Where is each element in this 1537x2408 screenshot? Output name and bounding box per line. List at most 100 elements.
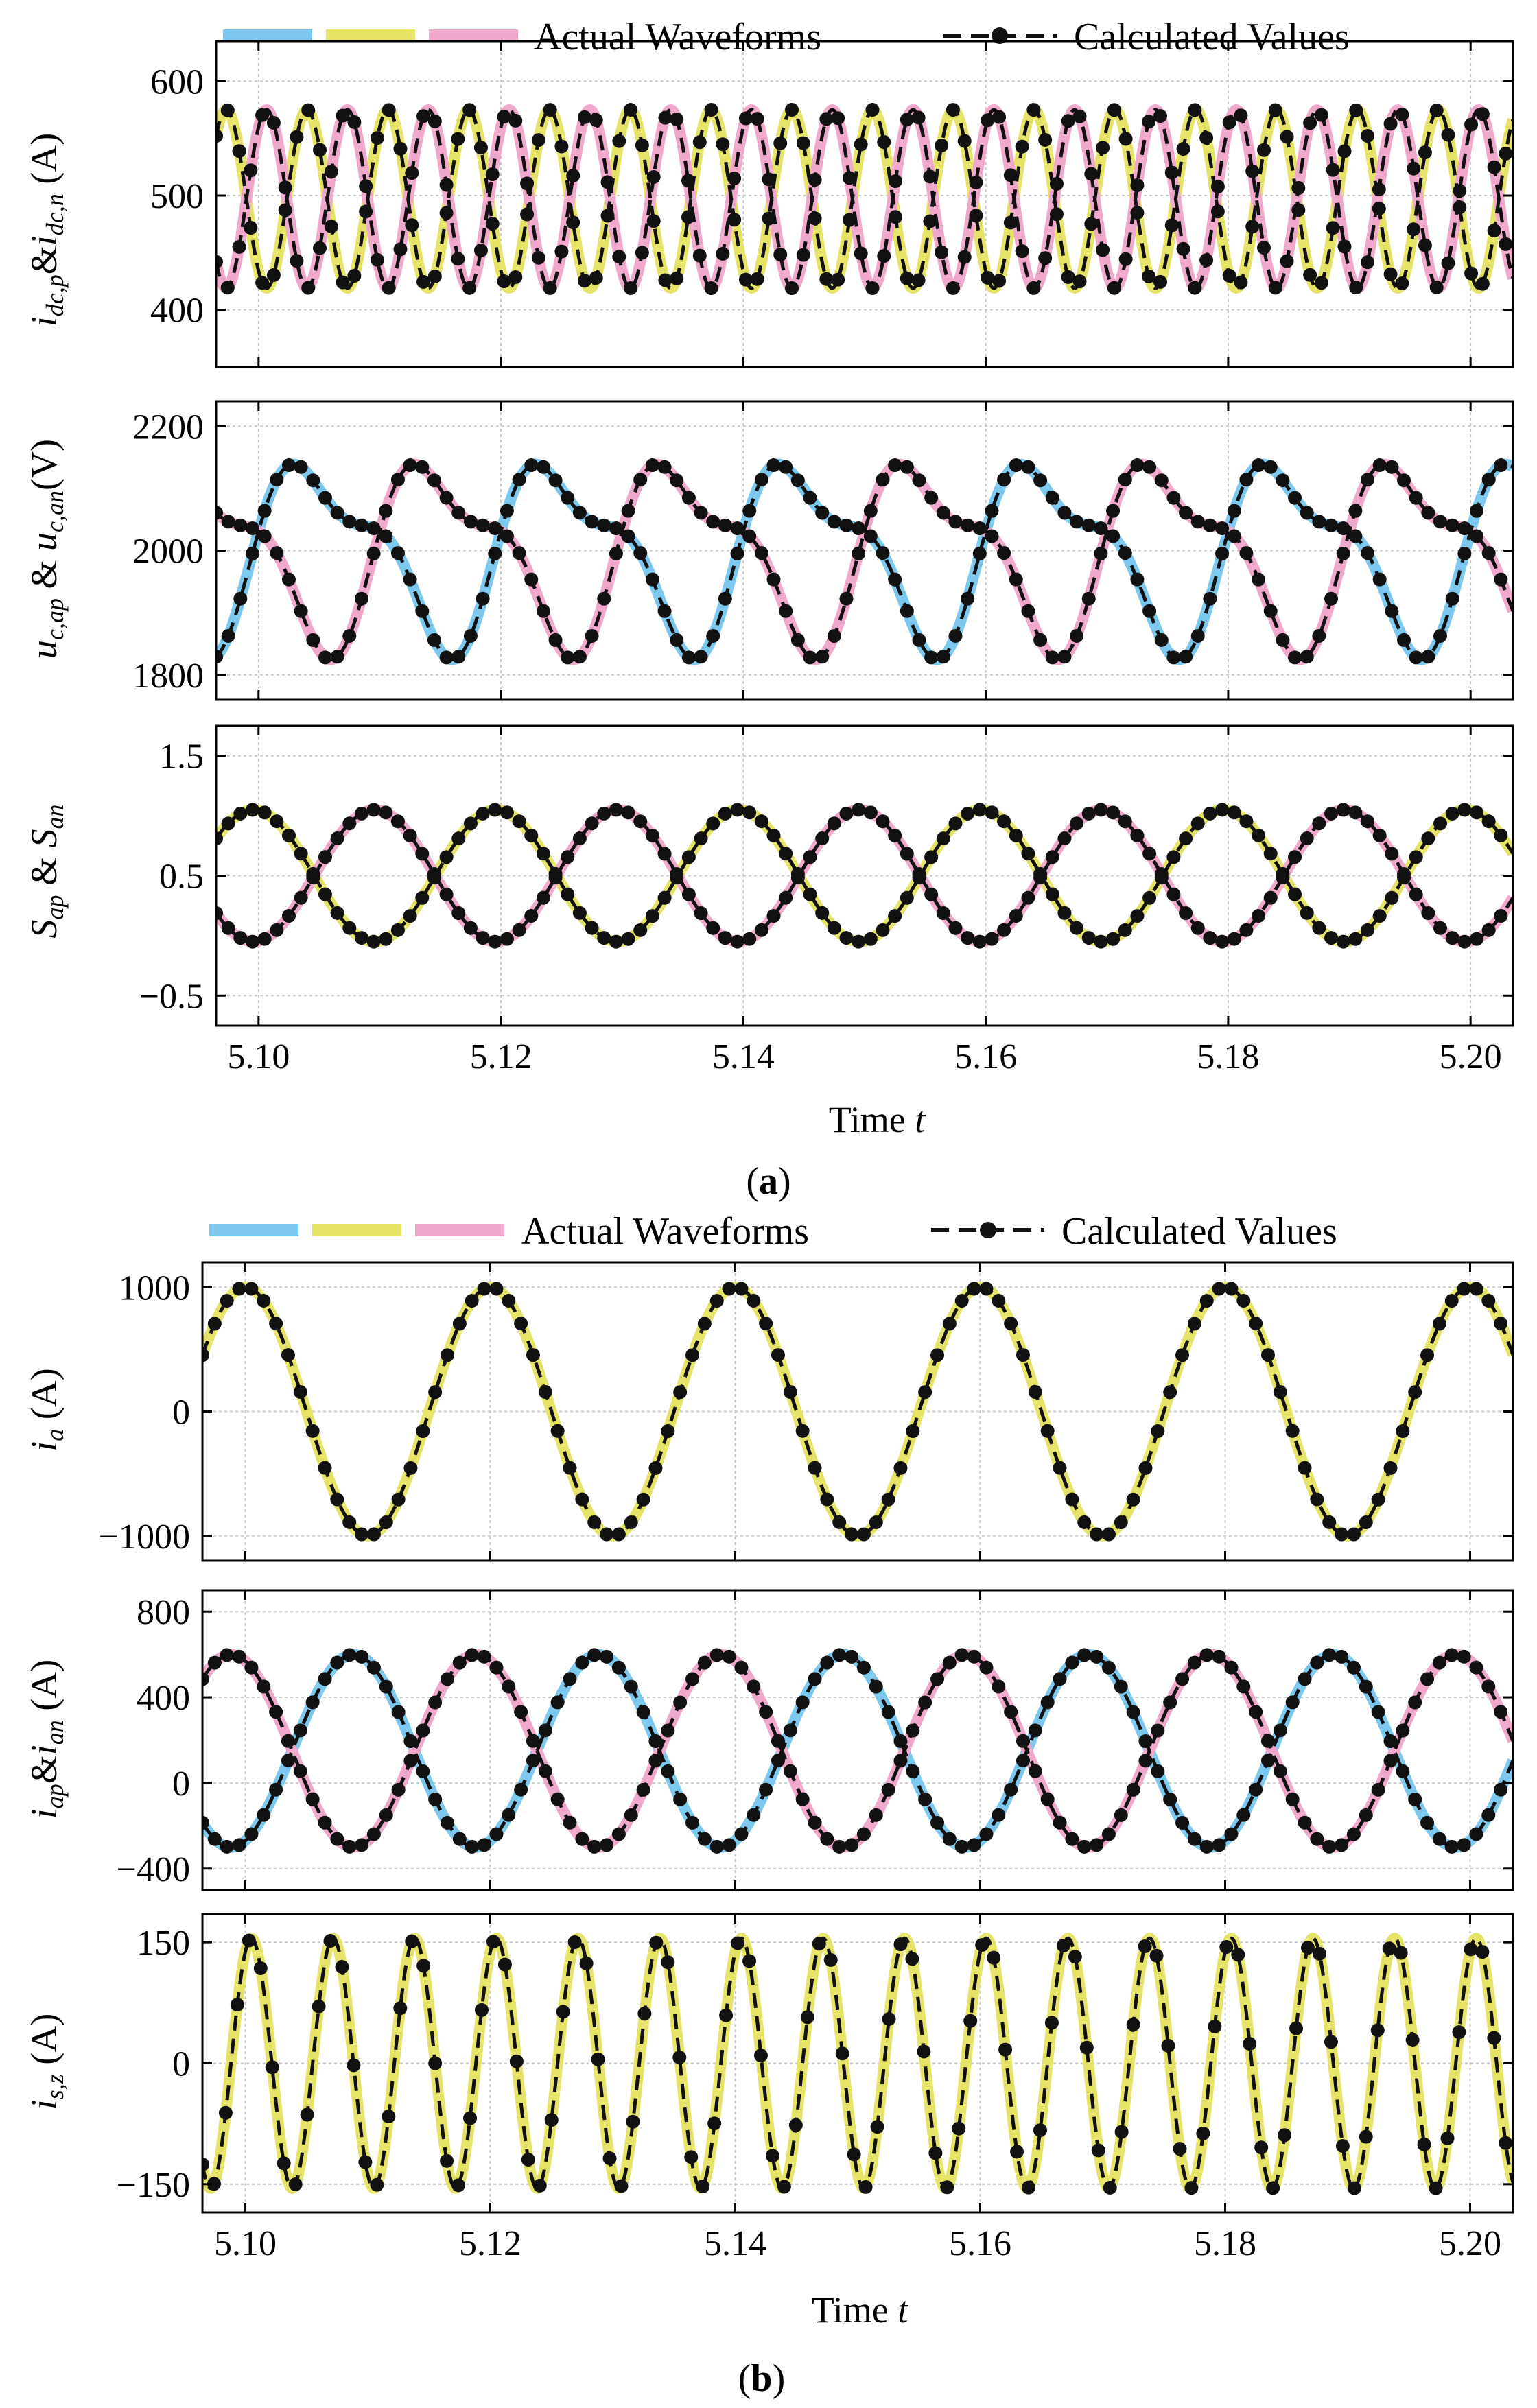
calc-point (1273, 1764, 1287, 1778)
plot-area (216, 803, 1513, 949)
calc-point (1090, 1838, 1104, 1852)
calc-point (207, 1832, 222, 1846)
calc-point (750, 112, 764, 126)
calc-point (645, 828, 659, 842)
calc-point (1409, 887, 1423, 901)
calc-point (637, 2007, 652, 2021)
calc-point (1190, 628, 1205, 643)
calc-point (718, 518, 732, 532)
calc-point (1215, 803, 1230, 817)
calc-point (820, 1832, 834, 1846)
calc-point (1239, 473, 1254, 487)
calc-point (1212, 1282, 1226, 1296)
calc-point (473, 141, 488, 155)
calc-point (707, 2116, 722, 2131)
calc-point (1166, 887, 1181, 901)
calc-point (1445, 931, 1459, 945)
calc-point (648, 1734, 663, 1749)
calc-point (463, 921, 478, 935)
calc-point (1016, 1754, 1030, 1768)
calc-point (661, 1723, 675, 1738)
calc-point (218, 2105, 233, 2120)
calc-point (497, 1957, 512, 1972)
calc-point (681, 491, 696, 505)
calc-point (1335, 2139, 1350, 2153)
x-tick-label: 5.20 (1439, 2224, 1501, 2263)
calc-point (1045, 850, 1059, 864)
calc-point (1348, 504, 1363, 518)
calc-point (754, 546, 768, 560)
calc-point (1154, 633, 1169, 647)
calc-point (342, 1515, 357, 1529)
calc-point (906, 1764, 920, 1778)
calc-point (318, 850, 332, 864)
calc-point (738, 272, 753, 287)
calc-point (783, 1385, 797, 1399)
calc-point (1179, 906, 1193, 920)
calc-point (1481, 1679, 1496, 1694)
calc-point (1280, 254, 1294, 268)
calc-point (1057, 506, 1072, 520)
calc-point (832, 1515, 847, 1529)
calc-point (621, 529, 635, 543)
calc-point (1173, 2142, 1187, 2156)
calc-point (428, 1695, 443, 1710)
calc-point (759, 1782, 773, 1797)
calc-point (323, 1934, 338, 1948)
axes-frame (215, 40, 1514, 368)
y-tick-label: −0.5 (139, 977, 204, 1016)
calc-point (1188, 103, 1202, 117)
calc-point (427, 473, 441, 488)
calc-point (997, 923, 1011, 937)
calc-point (253, 1961, 268, 1975)
legend-b-calc-label: Calculated Values (1061, 1210, 1337, 1253)
calc-point (216, 906, 223, 920)
calc-point (257, 805, 272, 820)
calc-point (379, 529, 393, 543)
calc-point (465, 1839, 479, 1854)
calc-point (416, 274, 431, 289)
x-tick-label: 5.10 (227, 1037, 290, 1076)
calc-point (842, 171, 856, 185)
calc-point (366, 521, 381, 536)
calc-point (269, 1317, 283, 1331)
plot-area (216, 103, 1513, 295)
calc-point (1057, 906, 1072, 920)
calc-point (382, 281, 396, 295)
calc-point (936, 506, 950, 520)
calc-point (1212, 1838, 1226, 1852)
calc-point (1326, 163, 1340, 177)
calc-point (1405, 2033, 1420, 2047)
calc-point (390, 923, 405, 937)
calc-point (796, 136, 810, 150)
calc-point (1494, 909, 1508, 923)
calc-point (300, 2108, 314, 2122)
calc-point (670, 271, 684, 285)
calc-point (281, 1348, 295, 1362)
calc-point (636, 1782, 650, 1797)
calc-point (1249, 1782, 1263, 1797)
calc-point (366, 934, 381, 949)
calc-point (1359, 2129, 1373, 2144)
calc-point (1487, 2031, 1501, 2045)
calc-point (550, 1695, 565, 1710)
calc-point (452, 1832, 467, 1846)
calc-point (220, 281, 235, 295)
calc-point (942, 1655, 957, 1670)
ylabel-a2: uc,ap & uc,an(V) (23, 439, 69, 659)
calc-point (967, 1282, 981, 1296)
calc-point (1164, 218, 1179, 233)
calc-point (290, 130, 304, 144)
calc-point (759, 1705, 773, 1719)
panel-b2: −400 0 400 800 (117, 1589, 1514, 1891)
calc-point (779, 847, 793, 861)
calc-point (645, 572, 659, 587)
calc-point (839, 931, 854, 945)
calc-point (1101, 1527, 1116, 1542)
calc-point (985, 932, 999, 946)
calc-point (633, 923, 648, 937)
calc-point (1494, 1317, 1508, 1331)
calc-point (439, 850, 454, 864)
calc-point (882, 2012, 896, 2027)
calc-point (1397, 633, 1411, 647)
